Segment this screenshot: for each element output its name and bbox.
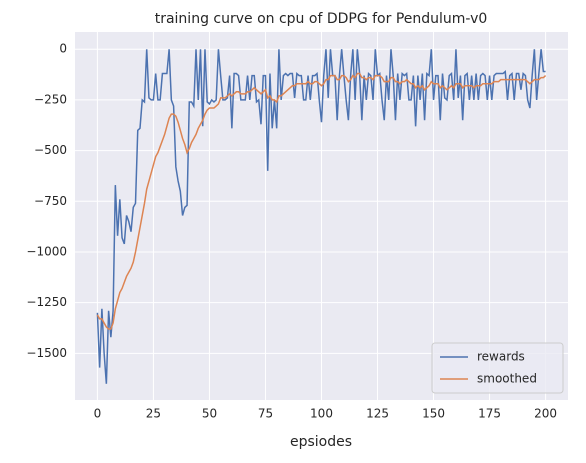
legend-box bbox=[431, 342, 564, 394]
x-tick-label: 175 bbox=[478, 407, 501, 421]
y-tick-label: −1000 bbox=[26, 244, 67, 258]
x-axis-label: epsiodes bbox=[290, 434, 352, 450]
y-tick-label: −1500 bbox=[26, 346, 67, 360]
line bbox=[96, 72, 547, 330]
x-tick-label: 0 bbox=[94, 407, 102, 421]
legend-label: rewards bbox=[477, 350, 525, 364]
x-tick-label: 125 bbox=[366, 407, 389, 421]
y-tick-label: −750 bbox=[34, 194, 67, 208]
x-tick-label: 200 bbox=[534, 407, 557, 421]
y-tick-label: −500 bbox=[34, 143, 67, 157]
x-tick-label: 100 bbox=[310, 407, 333, 421]
y-tick-label: −1250 bbox=[26, 295, 67, 309]
chart-title: training curve on cpu of DDPG for Pendul… bbox=[155, 11, 488, 27]
line bbox=[96, 49, 546, 384]
legend-label: smoothed bbox=[477, 372, 537, 386]
x-tick-label: 50 bbox=[202, 407, 217, 421]
y-tick-label: −250 bbox=[34, 92, 67, 106]
x-tick-label: 75 bbox=[258, 407, 273, 421]
x-tick-label: 25 bbox=[146, 407, 161, 421]
y-tick-label: 0 bbox=[59, 42, 67, 56]
x-tick-label: 150 bbox=[422, 407, 445, 421]
